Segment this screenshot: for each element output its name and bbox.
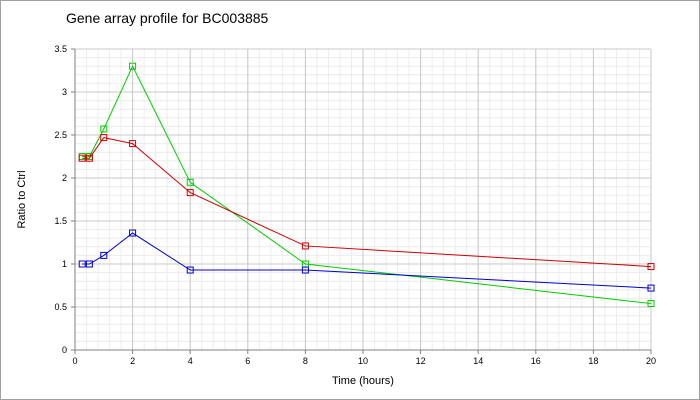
data-point-marker <box>186 189 194 197</box>
y-tick-label: 0.5 <box>54 302 67 312</box>
series-line <box>82 65 652 305</box>
x-tick-label: 16 <box>531 356 541 366</box>
data-point-marker <box>186 178 194 186</box>
x-axis-label: Time (hours) <box>332 375 394 387</box>
series-layer <box>78 62 655 308</box>
data-point-marker <box>100 251 108 259</box>
x-tick-label: 10 <box>358 356 368 366</box>
data-point-marker <box>85 260 93 268</box>
y-tick-label: 2.5 <box>54 130 67 140</box>
y-tick-label: 3 <box>62 87 67 97</box>
data-point-marker <box>85 154 93 162</box>
x-tick-label: 8 <box>303 356 308 366</box>
data-point-marker <box>129 140 137 148</box>
data-point-marker <box>129 62 137 70</box>
data-point-marker <box>100 134 108 142</box>
x-tick-label: 18 <box>588 356 598 366</box>
data-point-marker <box>78 154 86 162</box>
x-tick-label: 12 <box>416 356 426 366</box>
x-tick-label: 14 <box>473 356 483 366</box>
axes <box>71 48 652 354</box>
x-tick-label: 20 <box>646 356 656 366</box>
data-point-marker <box>186 266 194 274</box>
y-tick-label: 0 <box>62 345 67 355</box>
y-tick-label: 3.5 <box>54 44 67 54</box>
data-point-marker <box>129 229 137 237</box>
data-point-marker <box>647 284 655 292</box>
data-point-marker <box>100 125 108 133</box>
y-tick-label: 2 <box>62 173 67 183</box>
data-point-marker <box>78 260 86 268</box>
y-axis-label: Ratio to Ctrl <box>16 170 28 228</box>
tick-labels: 0 2 4 6 8 10 12 14 16 18 20 0 0.5 1 1.5 2 2.5 3 3.5 <box>54 44 656 366</box>
x-tick-label: 4 <box>188 356 193 366</box>
data-point-marker <box>647 300 655 308</box>
x-tick-label: 6 <box>245 356 250 366</box>
major-grid <box>74 48 652 351</box>
chart-title: Gene array profile for BC003885 <box>66 10 269 26</box>
data-point-marker <box>647 263 655 271</box>
y-tick-label: 1.5 <box>54 216 67 226</box>
series-0 <box>78 62 655 308</box>
x-tick-label: 2 <box>130 356 135 366</box>
series-line <box>82 232 652 289</box>
x-tick-label: 0 <box>72 356 77 366</box>
y-tick-label: 1 <box>62 259 67 269</box>
data-point-marker <box>301 242 309 250</box>
series-1 <box>78 134 655 271</box>
series-2 <box>78 229 655 292</box>
data-point-marker <box>301 266 309 274</box>
series-line <box>82 137 652 268</box>
